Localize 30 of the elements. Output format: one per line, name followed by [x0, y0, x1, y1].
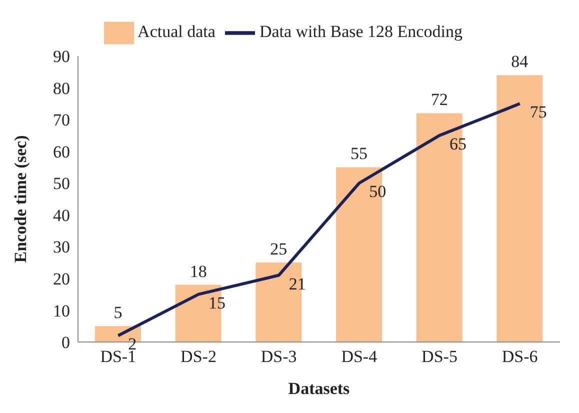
x-tick-label: DS-3 [260, 347, 297, 366]
y-axis-title: Encode time (sec) [11, 135, 30, 263]
legend-label: Actual data [138, 22, 216, 41]
y-tick-label: 20 [53, 269, 70, 288]
legend-label: Data with Base 128 Encoding [259, 22, 462, 41]
data-label: 18 [190, 262, 207, 281]
x-tick-label: DS-2 [180, 347, 216, 366]
data-label: 25 [270, 240, 288, 259]
y-tick-label: 30 [53, 238, 70, 257]
x-tick-label: DS-6 [502, 347, 538, 366]
y-tick-label: 70 [53, 110, 70, 130]
x-tick-label: DS-4 [341, 347, 378, 366]
data-label: 55 [350, 144, 368, 164]
data-label: 75 [530, 102, 547, 122]
y-tick-label: 0 [62, 333, 70, 352]
data-label: 65 [450, 134, 466, 154]
y-tick-label: 50 [53, 174, 70, 194]
data-label: 50 [369, 182, 386, 202]
y-tick-label: 60 [53, 142, 70, 162]
y-tick-label: 10 [53, 301, 70, 320]
data-label: 21 [288, 274, 306, 294]
x-axis-title: Datasets [288, 379, 350, 398]
data-label: 84 [511, 52, 529, 72]
data-label: 72 [430, 90, 448, 110]
x-tick-label: DS-5 [422, 347, 458, 366]
y-tick-label: 40 [53, 206, 70, 225]
y-tick-label: 80 [53, 78, 70, 98]
data-label: 5 [114, 303, 122, 322]
y-tick-label: 90 [53, 47, 70, 66]
data-label: 15 [208, 293, 226, 312]
